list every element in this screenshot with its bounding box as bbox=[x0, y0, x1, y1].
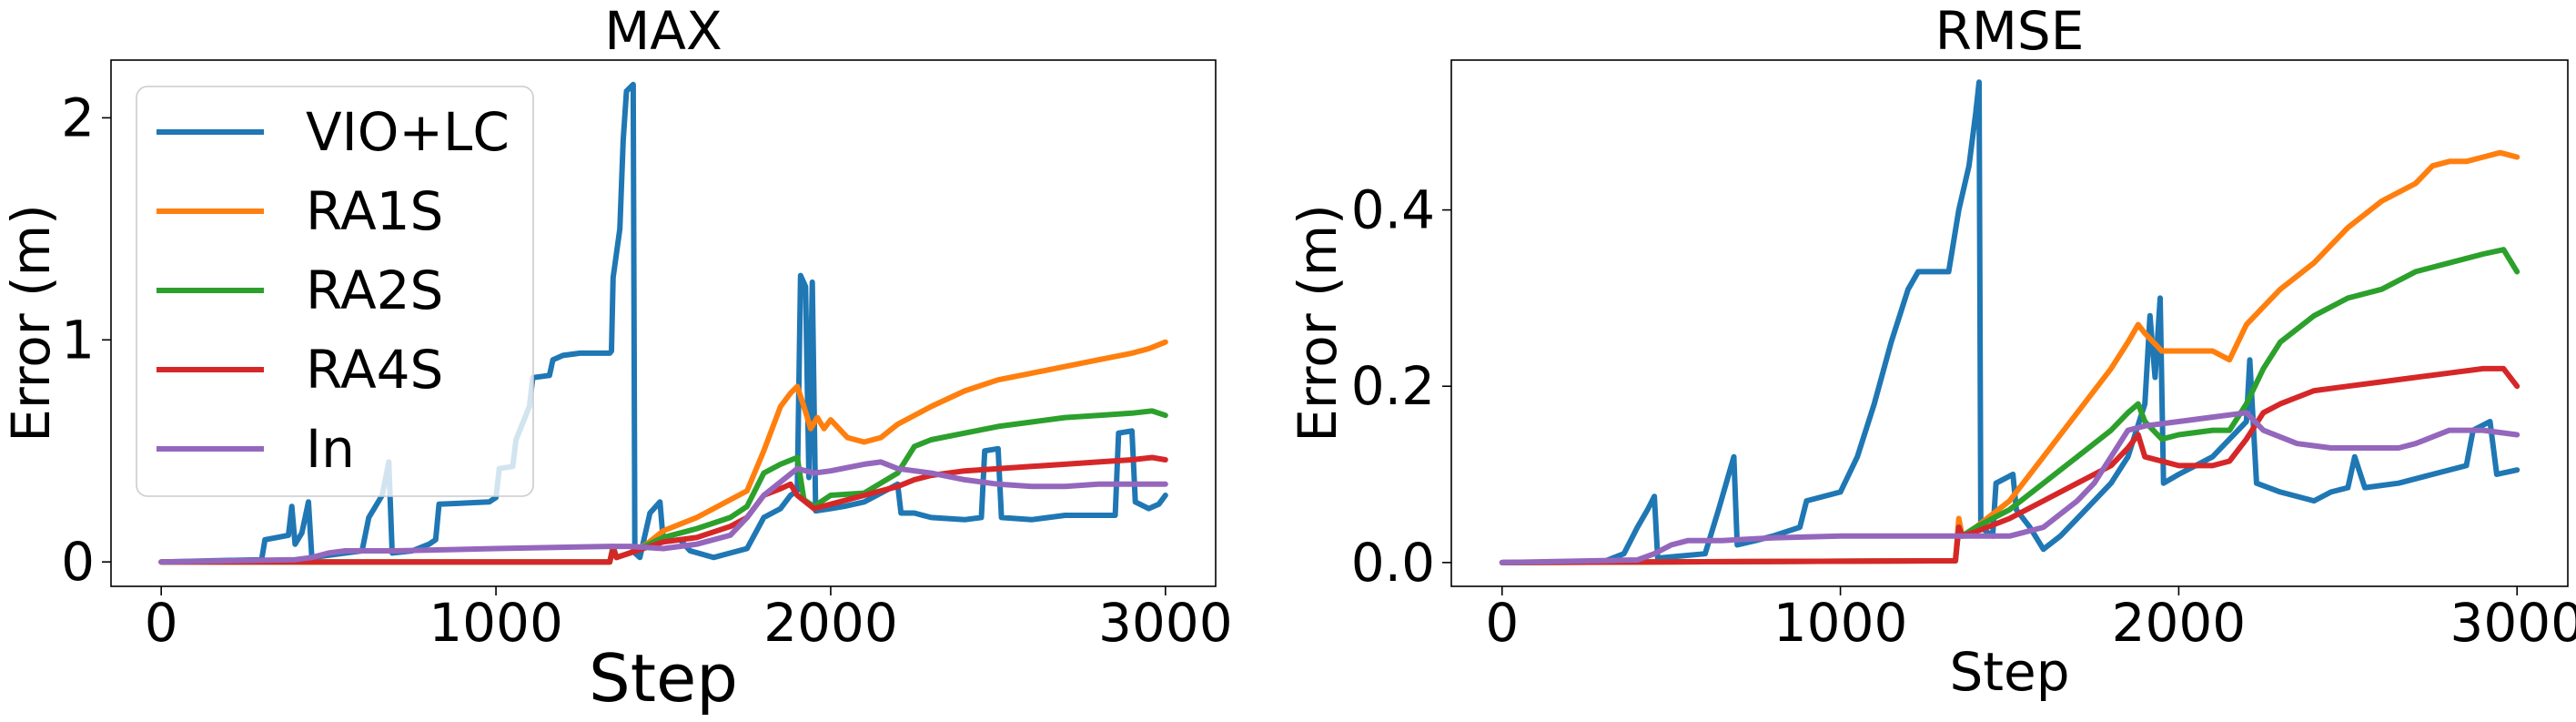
y-tick-label: 0 bbox=[61, 531, 95, 593]
series-line-ra4s bbox=[1499, 365, 2520, 565]
series-line-vio-lc bbox=[1499, 79, 2520, 565]
x-tick-label: 0 bbox=[1485, 592, 1519, 654]
x-axis-label: Step bbox=[1949, 641, 2069, 703]
plot-frame bbox=[1450, 59, 2569, 587]
legend: VIO+LC RA1S RA2S RA4S In bbox=[136, 86, 534, 497]
rmse-chart: 0 1000 2000 3000 0.0 0.2 0.4 RMSE Step Error (m) bbox=[1287, 0, 2576, 703]
x-tick-label: 1000 bbox=[1773, 592, 1908, 654]
legend-label: RA1S bbox=[306, 180, 443, 242]
legend-label: VIO+LC bbox=[306, 101, 510, 163]
chart-title: RMSE bbox=[1935, 0, 2085, 62]
legend-label: RA4S bbox=[306, 339, 443, 401]
x-tick-label: 0 bbox=[145, 592, 178, 654]
x-tick-label: 2000 bbox=[763, 592, 898, 654]
plot-frame bbox=[110, 59, 1217, 587]
series-line-ra2s bbox=[1499, 247, 2520, 565]
y-tick-label: 2 bbox=[61, 86, 95, 148]
x-tick-label: 1000 bbox=[429, 592, 563, 654]
x-axis-label: Step bbox=[589, 640, 738, 717]
legend-label: RA2S bbox=[306, 259, 443, 321]
legend-box bbox=[136, 86, 534, 497]
series-group bbox=[1499, 79, 2520, 565]
y-axis-label: Error (m) bbox=[1287, 204, 1349, 442]
y-tick-label: 0.2 bbox=[1351, 355, 1435, 417]
y-tick-label: 1 bbox=[61, 309, 95, 371]
x-tick-label: 3000 bbox=[1098, 592, 1233, 654]
x-tick-label: 3000 bbox=[2450, 592, 2576, 654]
chart-title: MAX bbox=[604, 0, 722, 62]
series-line-in bbox=[158, 459, 1168, 565]
y-tick-label: 0.0 bbox=[1351, 532, 1435, 594]
series-line-vio-lc bbox=[158, 81, 1168, 565]
x-tick-label: 2000 bbox=[2112, 592, 2247, 654]
y-tick-label: 0.4 bbox=[1351, 179, 1435, 241]
max-chart: 0 1000 2000 3000 0 1 2 MAX Step Error (m) VIO+LC RA… bbox=[0, 0, 1233, 717]
legend-label: In bbox=[306, 418, 355, 480]
series-line-in bbox=[1499, 410, 2520, 565]
series-line-ra1s bbox=[1499, 149, 2520, 565]
series-group bbox=[158, 81, 1168, 565]
y-axis-label: Error (m) bbox=[0, 204, 62, 442]
